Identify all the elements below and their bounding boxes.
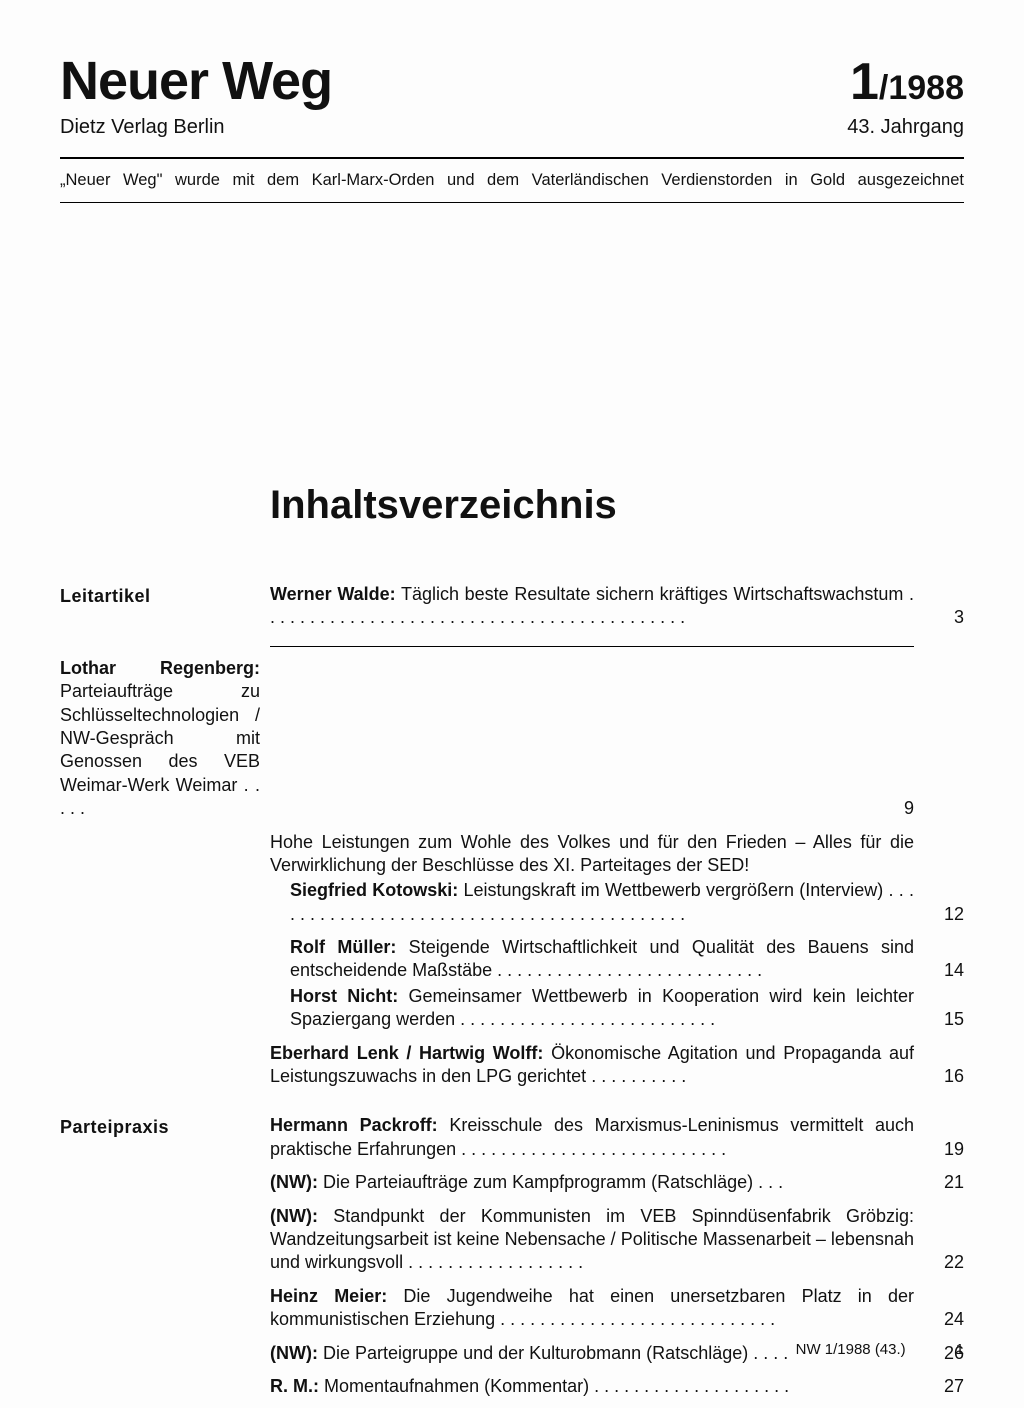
toc-text: Momentaufnahmen (Kommentar) . . . . . . … [319,1376,789,1396]
toc-author: R. M.: [270,1376,319,1396]
toc-entry: Lothar Regenberg: Parteiaufträge zu Schl… [60,657,260,821]
toc-author: (NW): [270,1206,318,1226]
toc-entry: Hermann Packroff: Kreisschule des Marxis… [270,1114,914,1161]
toc-author: Eberhard Lenk / Hartwig Wolff: [270,1043,543,1063]
toc-author: Lothar Regenberg: [60,658,260,678]
issue-year: 1988 [888,69,964,107]
rule-top [60,157,964,159]
issue-sep: / [879,69,888,107]
toc-entry: Eberhard Lenk / Hartwig Wolff: Ökonomisc… [270,1042,914,1089]
toc-author: Siegfried Kotowski: [290,880,458,900]
toc-page: 9 [270,797,914,820]
award-note: „Neuer Weg" wurde mit dem Karl-Marx-Orde… [60,171,964,190]
footer-page: 1 [956,1341,964,1358]
toc-page: 14 [924,959,964,982]
toc-author: (NW): [270,1343,318,1363]
page-footer: NW 1/1988 (43.) 1 [796,1341,964,1358]
toc-text: Parteiaufträge zu Schlüsseltechnologien … [60,681,260,818]
toc-table: Leitartikel Werner Walde: Täglich beste … [60,583,964,1408]
toc-entry: (NW): Standpunkt der Kommunisten im VEB … [270,1205,914,1275]
toc-page: 27 [924,1375,964,1398]
toc-page: 21 [924,1171,964,1194]
journal-title: Neuer Weg [60,50,332,112]
toc-page: 15 [924,1008,964,1031]
toc-entry: (NW): Die Parteiaufträge zum Kampfprogra… [270,1171,914,1194]
toc-heading: Inhaltsverzeichnis [270,483,964,528]
toc-author: Horst Nicht: [290,986,398,1006]
toc-page: 19 [924,1138,964,1161]
toc-entry: Horst Nicht: Gemeinsamer Wettbewerb in K… [270,985,914,1032]
toc-author: Heinz Meier: [270,1286,387,1306]
toc-page: 24 [924,1308,964,1331]
toc-author: Rolf Müller: [290,937,396,957]
entry-separator [270,646,914,647]
section-leitartikel: Leitartikel [60,583,260,640]
volume: 43. Jahrgang [847,116,964,139]
issue-big: 1 [850,53,879,111]
toc-page: 16 [924,1065,964,1088]
issue-number: 1/1988 [850,52,964,112]
rule-bottom [60,202,964,203]
toc-text: Standpunkt der Kommunisten im VEB Spinnd… [270,1206,914,1273]
toc-page: 22 [924,1251,964,1274]
toc-entry: R. M.: Momentaufnahmen (Kommentar) . . .… [270,1375,914,1398]
toc-entry: Siegfried Kotowski: Leistungskraft im We… [270,879,914,926]
publisher: Dietz Verlag Berlin [60,116,225,139]
section-parteipraxis: Parteipraxis [60,1114,260,1171]
toc-entry: Rolf Müller: Steigende Wirtschaftlichkei… [270,936,914,983]
toc-author: Hermann Packroff: [270,1115,438,1135]
toc-text: Die Parteigruppe und der Kulturobmann (R… [318,1343,788,1363]
toc-page: 3 [924,606,964,629]
toc-text: Die Parteiaufträge zum Kampfprogramm (Ra… [318,1172,783,1192]
toc-author: Werner Walde: [270,584,396,604]
toc-subheading: Hohe Leistungen zum Wohle des Volkes und… [270,831,914,878]
toc-entry: Werner Walde: Täglich beste Resultate si… [270,583,914,630]
footer-ref: NW 1/1988 (43.) [796,1341,906,1358]
toc-author: (NW): [270,1172,318,1192]
toc-page: 12 [924,903,964,926]
toc-entry: Heinz Meier: Die Jugendweihe hat einen u… [270,1285,914,1332]
